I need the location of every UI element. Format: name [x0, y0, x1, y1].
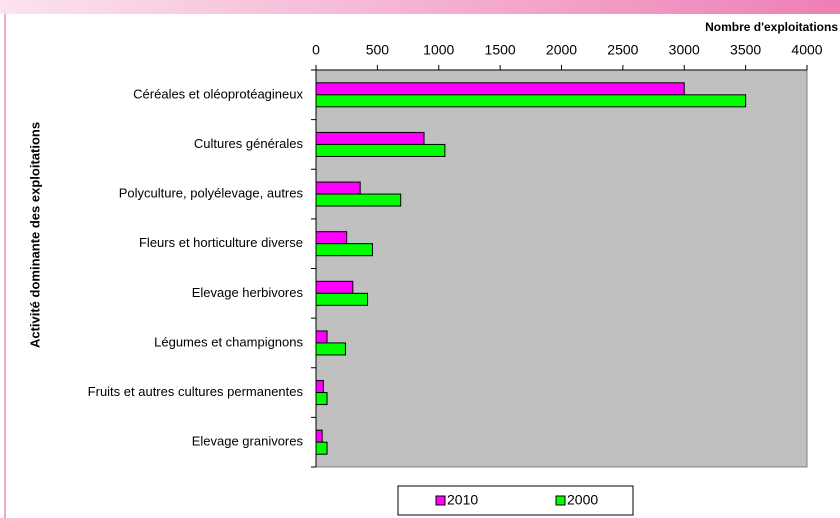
legend-swatch [555, 495, 566, 506]
legend-swatch [435, 495, 446, 506]
bar [315, 243, 373, 257]
x-tick-label: 4000 [791, 42, 822, 58]
bar [315, 342, 346, 356]
legend-label: 2010 [447, 492, 478, 508]
y-tick-label: Céréales et oléoprotéagineux [133, 86, 303, 101]
x-tick-label: 1500 [485, 42, 516, 58]
y-tick-label: Fruits et autres cultures permanentes [88, 384, 304, 399]
bar [315, 292, 369, 306]
bar [315, 181, 361, 195]
x-tick-label: 2000 [546, 42, 577, 58]
header-band [0, 0, 840, 14]
x-tick-label: 1000 [423, 42, 454, 58]
bar [315, 193, 402, 207]
bar [315, 131, 425, 145]
bar [315, 231, 348, 245]
x-tick-label: 500 [366, 42, 390, 58]
bar [315, 392, 328, 406]
y-tick-label: Légumes et champignons [154, 334, 303, 349]
y-tick-label: Elevage herbivores [192, 285, 304, 300]
x-tick-label: 2500 [607, 42, 638, 58]
legend-label: 2000 [567, 492, 598, 508]
x-tick-label: 3500 [730, 42, 761, 58]
y-tick-label: Cultures générales [194, 136, 304, 151]
bar [315, 280, 354, 294]
y-tick-label: Elevage granivores [192, 434, 304, 449]
plot-area [315, 69, 808, 468]
x-tick-label: 3000 [669, 42, 700, 58]
bar [315, 82, 685, 96]
y-tick-label: Fleurs et horticulture diverse [139, 235, 303, 250]
y-axis-title: Activité dominante des exploitations [27, 122, 42, 348]
side-line [4, 14, 6, 518]
bar [315, 143, 446, 157]
x-axis-title: Nombre d'exploitations [705, 20, 838, 34]
bar [315, 330, 328, 344]
bar [315, 380, 324, 394]
x-tick-label: 0 [312, 42, 320, 58]
bar [315, 441, 328, 455]
y-tick-label: Polyculture, polyélevage, autres [119, 186, 304, 201]
bar [315, 429, 323, 443]
bar [315, 94, 747, 108]
